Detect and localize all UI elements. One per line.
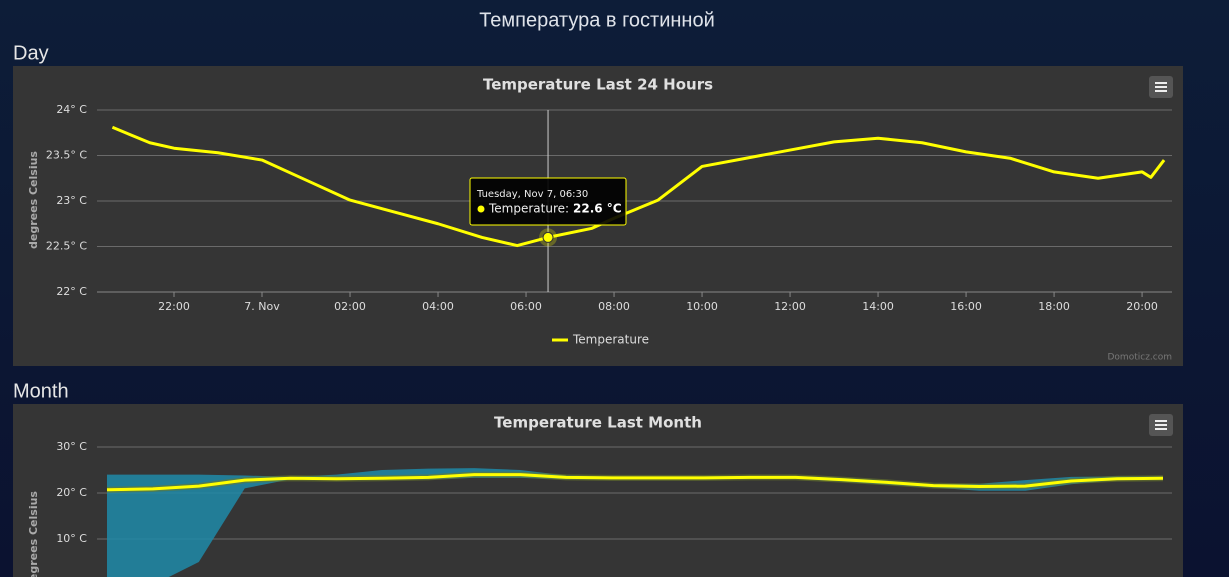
y-tick-label: 20° C: [56, 486, 87, 499]
y-tick-label: 23° C: [56, 194, 87, 207]
x-tick-label: 08:00: [598, 300, 630, 313]
x-tick-label: 06:00: [510, 300, 542, 313]
x-tick-label: 04:00: [422, 300, 454, 313]
range-area: [107, 468, 1163, 577]
highlight-point: [542, 231, 554, 243]
chart-title: Temperature Last 24 Hours: [483, 76, 713, 94]
y-tick-label: 10° C: [56, 532, 87, 545]
tooltip-dot: [477, 205, 485, 213]
menu-button[interactable]: [1149, 76, 1173, 98]
x-tick-label: 20:00: [1126, 300, 1158, 313]
tooltip: Tuesday, Nov 7, 06:30 Temperature: 22.6 °C: [469, 177, 627, 226]
x-tick-label: 16:00: [950, 300, 982, 313]
x-tick-label: 14:00: [862, 300, 894, 313]
page-title: Температура в гостинной: [479, 9, 715, 31]
line: [106, 473, 1164, 492]
line: [111, 125, 1166, 248]
x-tick-label: 10:00: [686, 300, 718, 313]
tooltip-title: Tuesday, Nov 7, 06:30: [476, 189, 588, 200]
x-tick-label: 02:00: [334, 300, 366, 313]
tooltip-label: Temperature:: [488, 202, 569, 216]
y-tick-label: 24° C: [56, 103, 87, 116]
legend-label: Temperature: [572, 333, 649, 347]
y-tick-label: 30° C: [56, 440, 87, 453]
y-axis-title: degrees Celsius: [27, 151, 40, 249]
section-heading: Day: [13, 42, 49, 64]
x-tick-label: 12:00: [774, 300, 806, 313]
y-tick-label: 23.5° C: [46, 149, 87, 162]
x-tick-label: 7. Nov: [244, 300, 280, 313]
y-axis-title: degrees Celsius: [27, 491, 40, 577]
x-tick-label: 18:00: [1038, 300, 1070, 313]
month-chart: 10° C 20° C 30° C: [56, 440, 1172, 577]
tooltip-box: [469, 177, 627, 226]
chart-title: Temperature Last Month: [494, 414, 702, 432]
menu-button[interactable]: [1149, 414, 1173, 436]
x-tick-label: 22:00: [158, 300, 190, 313]
credit: Domoticz.com: [1108, 353, 1173, 363]
y-tick-label: 22.5° C: [46, 240, 87, 253]
tooltip-value: 22.6 °C: [573, 202, 622, 216]
section-heading: Month: [13, 380, 69, 402]
day-chart: 22° C 22.5° C 23° C 23.5° C 24° C 22:00 7. Nov…: [46, 103, 1172, 347]
y-tick-label: 22° C: [56, 285, 87, 298]
